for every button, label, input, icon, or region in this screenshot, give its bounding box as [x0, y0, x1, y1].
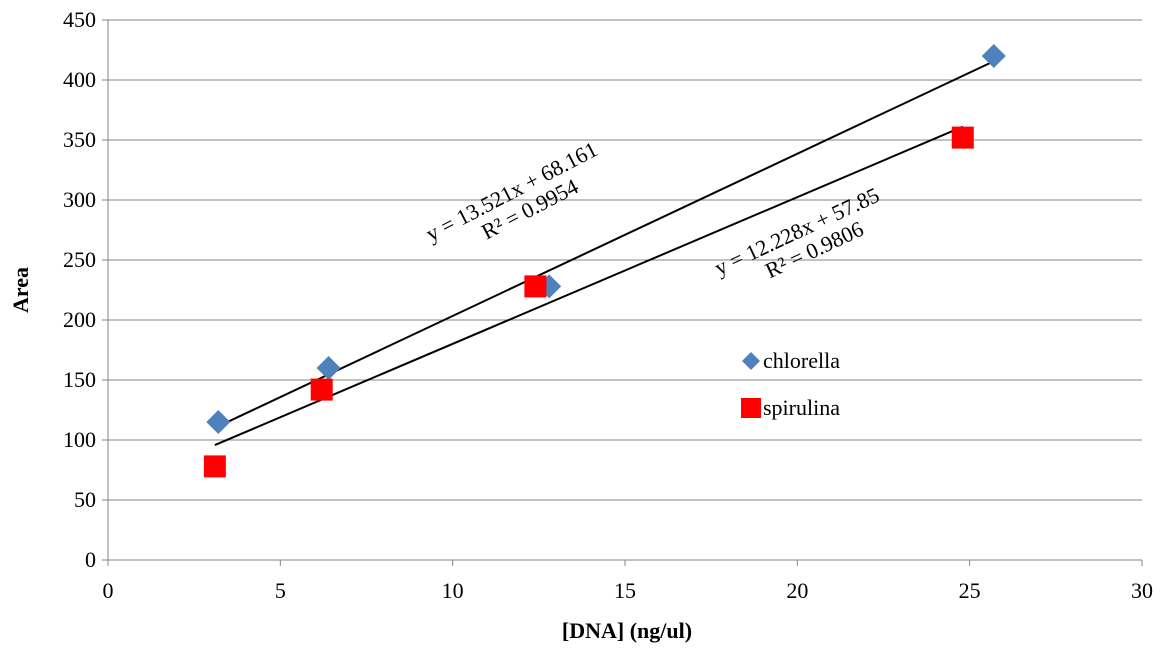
legend-marker-chlorella	[742, 352, 760, 370]
y-tick-label: 0	[85, 547, 96, 572]
y-tick-label: 200	[63, 307, 96, 332]
legend: chlorella spirulina	[741, 348, 840, 420]
y-tick-label: 400	[63, 67, 96, 92]
axes	[102, 19, 1143, 566]
trendlines	[214, 60, 995, 447]
grid-lines	[108, 19, 1142, 501]
y-tick-label: 350	[63, 127, 96, 152]
data-point-spirulina	[203, 455, 226, 478]
data-point-spirulina	[310, 378, 333, 401]
legend-marker-spirulina	[741, 398, 761, 418]
data-point-spirulina	[524, 275, 547, 298]
x-tick-label: 10	[442, 578, 464, 603]
legend-label-spirulina: spirulina	[763, 395, 840, 420]
legend-label-chlorella: chlorella	[763, 348, 840, 373]
y-tick-label: 50	[74, 487, 96, 512]
data-points	[203, 44, 1006, 478]
x-tick-label: 5	[275, 578, 286, 603]
trendline-chlorella	[217, 60, 995, 428]
data-point-spirulina	[951, 126, 974, 149]
y-tick-label: 100	[63, 427, 96, 452]
trendline-spirulina	[214, 125, 964, 447]
x-tick-label: 15	[614, 578, 636, 603]
x-tick-label: 20	[786, 578, 808, 603]
x-tick-label: 30	[1131, 578, 1153, 603]
data-point-chlorella	[206, 410, 231, 434]
x-tick-label: 0	[103, 578, 114, 603]
x-tick-label: 25	[959, 578, 981, 603]
y-axis-title: Area	[8, 267, 33, 313]
y-tick-label: 300	[63, 187, 96, 212]
y-tick-label: 250	[63, 247, 96, 272]
data-point-chlorella	[981, 44, 1006, 68]
x-axis-title: [DNA] (ng/ul)	[562, 618, 692, 643]
x-tick-labels: 0 5 10 15 20 25 30	[103, 578, 1154, 603]
data-point-chlorella	[316, 356, 341, 380]
y-tick-label: 150	[63, 367, 96, 392]
y-tick-labels: 0 50 100 150 200 250 300 350 400 450	[63, 7, 96, 572]
y-tick-label: 450	[63, 7, 96, 32]
